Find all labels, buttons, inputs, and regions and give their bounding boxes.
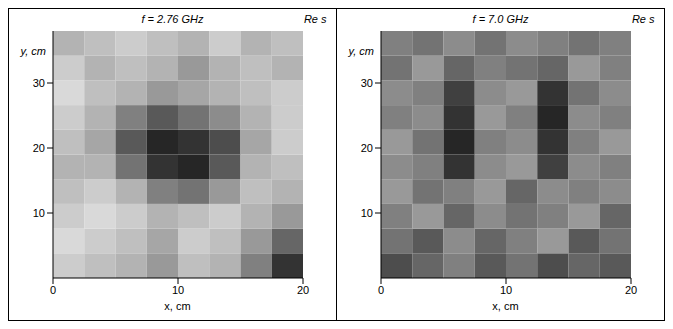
- html-text:f = 7.0 GHz: f = 7.0 GHz: [472, 13, 529, 25]
- svg-text:10: 10: [32, 207, 44, 219]
- html-text:y, cm: y, cm: [20, 45, 46, 57]
- svg-text:20: 20: [360, 142, 372, 154]
- svg-text:0: 0: [377, 284, 383, 296]
- svg-text:30: 30: [360, 77, 372, 89]
- html-text:x, cm: x, cm: [164, 300, 191, 312]
- svg-text:10: 10: [171, 284, 183, 296]
- html-text:y, cm: y, cm: [348, 45, 374, 57]
- html-text:f = 2.76 GHz: f = 2.76 GHz: [141, 13, 204, 25]
- svg-text:20: 20: [32, 142, 44, 154]
- svg-text:30: 30: [32, 77, 44, 89]
- svg-text:20: 20: [624, 284, 636, 296]
- svg-text:20: 20: [296, 284, 308, 296]
- svg-text:10: 10: [499, 284, 511, 296]
- html-text:x, cm: x, cm: [492, 300, 519, 312]
- html-text:Re s: Re s: [303, 13, 327, 25]
- svg-text:0: 0: [49, 284, 55, 296]
- svg-text:10: 10: [360, 207, 372, 219]
- html-text:Re s: Re s: [631, 13, 655, 25]
